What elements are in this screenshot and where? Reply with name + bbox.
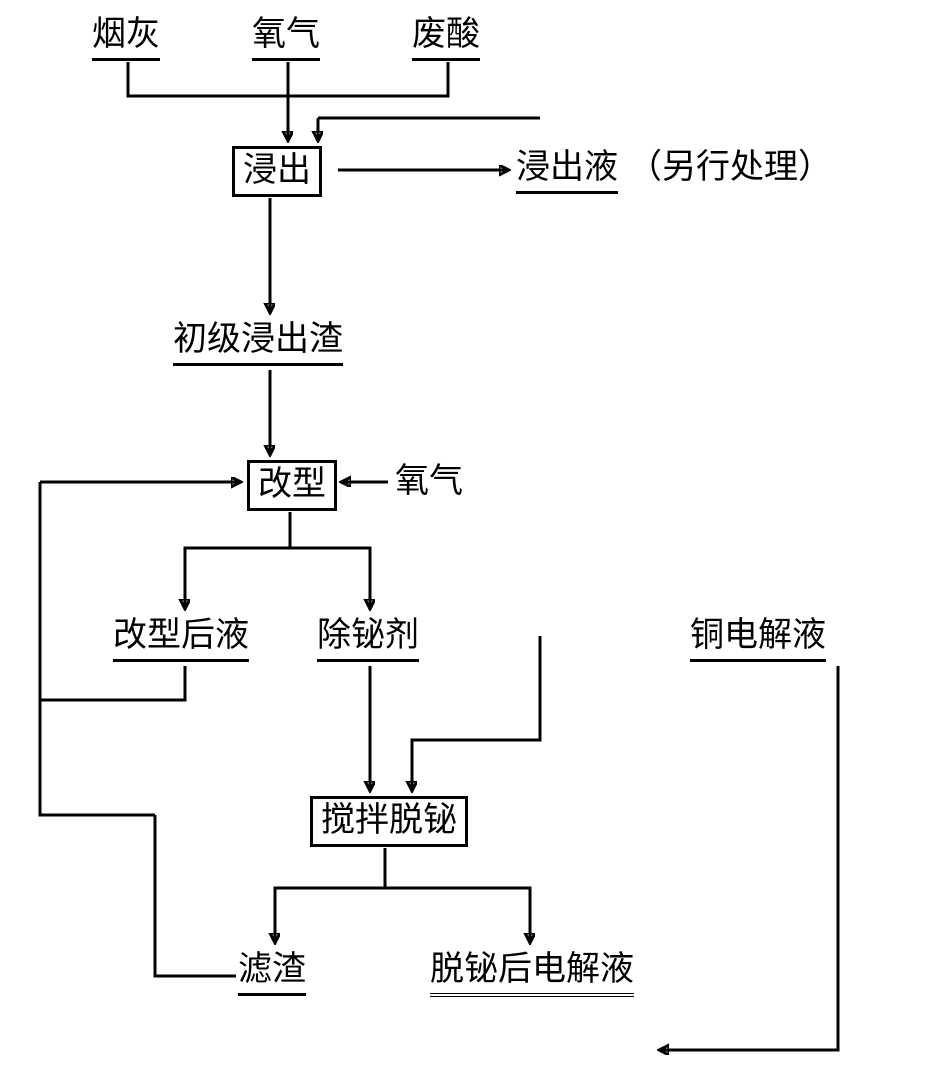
node-oxygen-2: 氧气 [395,462,463,503]
node-oxygen-1: 氧气 [252,15,320,61]
node-filter-residue: 滤渣 [238,950,306,996]
node-cu-electrolyte: 铜电解液 [690,616,826,662]
node-debi-electrolyte: 脱铋后电解液 [430,950,634,997]
node-waste-acid: 废酸 [412,15,480,61]
node-primary-residue: 初级浸出渣 [173,320,343,366]
node-leachate: 浸出液 [516,148,618,194]
node-modification: 改型 [247,460,337,511]
node-leachate-note: （另行处理） [628,148,832,189]
node-mod-liquid: 改型后液 [113,616,249,662]
node-stir-debi: 搅拌脱铋 [310,796,468,847]
node-soot: 烟灰 [92,15,160,61]
node-bi-remover: 除铋剂 [317,616,419,662]
node-leaching: 浸出 [232,146,322,197]
